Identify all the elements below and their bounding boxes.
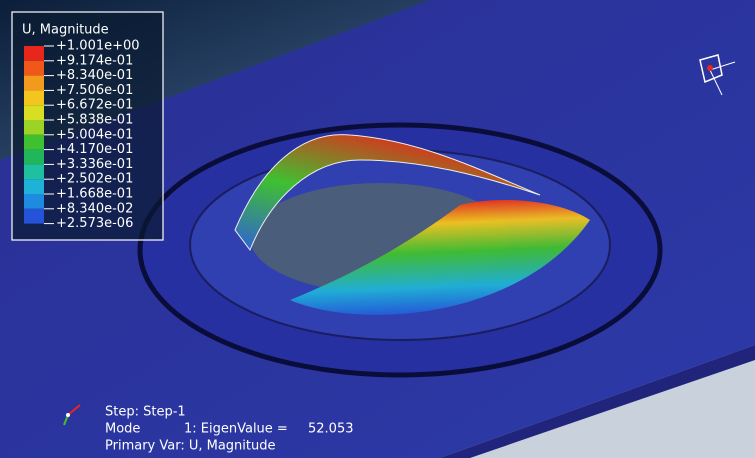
- legend-swatch: [24, 46, 44, 61]
- status-mode: Mode: [105, 422, 140, 437]
- legend-swatch: [24, 76, 44, 91]
- legend-swatch: [24, 164, 44, 179]
- legend-label: +1.001e+00: [56, 39, 140, 54]
- legend: U, Magnitude +1.001e+00+9.174e-01+8.340e…: [12, 12, 163, 240]
- legend-swatch: [24, 120, 44, 135]
- legend-swatch: [24, 194, 44, 209]
- legend-label: +2.502e-01: [56, 172, 133, 187]
- legend-label: +8.340e-01: [56, 68, 133, 83]
- status-primary: Primary Var: U, Magnitude: [105, 439, 276, 454]
- legend-swatch: [24, 135, 44, 150]
- legend-swatch: [24, 209, 44, 224]
- viewport: U, Magnitude +1.001e+00+9.174e-01+8.340e…: [0, 0, 755, 458]
- legend-label: +3.336e-01: [56, 157, 133, 172]
- legend-label: +8.340e-02: [56, 201, 133, 216]
- status-eigen: 1: EigenValue =: [184, 422, 288, 437]
- legend-swatch: [24, 179, 44, 194]
- legend-swatch: [24, 105, 44, 120]
- status-step: Step: Step-1: [105, 405, 186, 420]
- legend-label: +7.506e-01: [56, 83, 133, 98]
- legend-label: +4.170e-01: [56, 142, 133, 157]
- legend-label: +9.174e-01: [56, 53, 133, 68]
- legend-label: +6.672e-01: [56, 98, 133, 113]
- legend-label: +2.573e-06: [56, 216, 133, 231]
- legend-label: +5.004e-01: [56, 127, 133, 142]
- legend-swatch: [24, 150, 44, 165]
- legend-label: +5.838e-01: [56, 113, 133, 128]
- legend-label: +1.668e-01: [56, 187, 133, 202]
- legend-title: U, Magnitude: [22, 23, 109, 38]
- legend-swatch: [24, 61, 44, 76]
- legend-swatch: [24, 90, 44, 105]
- status-eigen-value: 52.053: [308, 422, 354, 437]
